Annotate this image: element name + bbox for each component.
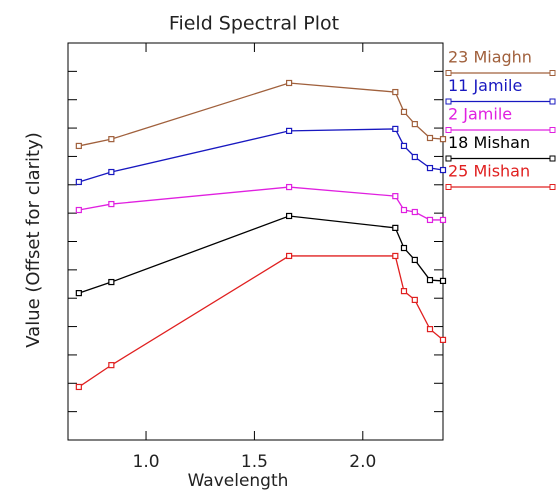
point-marker (411, 208, 418, 216)
point-marker (392, 193, 399, 200)
legend-marker (549, 70, 556, 76)
point-marker (411, 256, 418, 264)
series-line (78, 82, 444, 147)
legend-marker (549, 98, 556, 105)
point-marker (439, 136, 447, 143)
point-marker (400, 142, 408, 150)
point-marker (108, 362, 115, 369)
point-marker (400, 244, 408, 252)
series-line (78, 215, 444, 294)
x-tick-label: 2.0 (349, 452, 376, 472)
point-marker (411, 296, 418, 304)
legend-marker (445, 127, 452, 133)
series-line (78, 255, 444, 388)
point-marker (392, 125, 399, 133)
point-marker (426, 276, 434, 284)
x-tick-label: 1.5 (241, 452, 268, 472)
point-marker (411, 153, 418, 161)
legend-marker (549, 127, 556, 133)
point-marker (439, 277, 447, 285)
point-marker (285, 252, 293, 260)
point-marker (285, 183, 293, 191)
legend-marker (445, 155, 452, 162)
point-marker (285, 79, 293, 87)
point-marker (75, 290, 82, 297)
point-marker (75, 142, 82, 150)
legend-marker (445, 184, 452, 190)
point-marker (108, 278, 115, 286)
point-marker (285, 212, 293, 220)
point-marker (392, 224, 399, 231)
point-marker (400, 108, 408, 116)
x-tick-label: 1.0 (133, 452, 160, 472)
point-marker (392, 252, 399, 260)
legend-label: 23 Miaghn (448, 48, 532, 67)
point-marker (411, 121, 418, 128)
plot-frame (67, 42, 444, 441)
point-marker (426, 134, 434, 142)
legend-label: 18 Mishan (448, 133, 530, 152)
legend-label: 25 Mishan (448, 162, 530, 181)
legend-marker (549, 155, 556, 162)
point-marker (285, 127, 293, 135)
point-marker (439, 216, 447, 224)
point-marker (108, 136, 115, 143)
point-marker (426, 326, 434, 333)
legend-marker (549, 184, 556, 190)
series-line (78, 186, 443, 221)
point-marker (400, 206, 408, 214)
chart-title: Field Spectral Plot (169, 13, 339, 35)
legend-label: 11 Jamile (448, 76, 522, 95)
legend-label: 2 Jamile (448, 105, 512, 124)
series-line (78, 128, 444, 183)
x-axis-label: Wavelength (188, 471, 289, 491)
point-marker (439, 336, 447, 343)
point-marker (75, 178, 82, 186)
point-marker (392, 88, 399, 96)
legend-marker (445, 70, 452, 76)
point-marker (439, 166, 447, 174)
point-marker (426, 216, 434, 224)
point-marker (108, 168, 115, 176)
legend-marker (445, 98, 452, 105)
point-marker (400, 288, 408, 295)
point-marker (75, 206, 82, 214)
point-marker (426, 164, 434, 172)
point-marker (75, 383, 82, 391)
point-marker (108, 200, 115, 208)
y-axis-label: Value (Offset for clarity) (23, 132, 44, 348)
